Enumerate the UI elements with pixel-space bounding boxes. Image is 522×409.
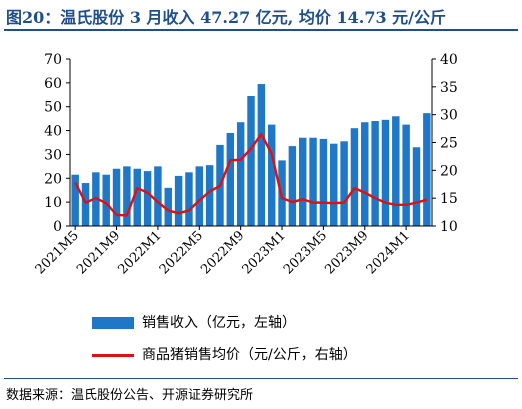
source-note: 数据来源：温氏股份公告、开源证券研究所 [6,388,254,403]
bar-2022M11 [257,84,266,226]
bar-2022M4 [185,172,193,226]
legend-label-bars: 销售收入（亿元，左轴） [142,315,296,331]
y-right-tick-label-30: 30 [440,108,458,124]
bar-2021M10 [123,166,131,226]
legend-swatch-line [92,353,134,357]
bar-2021M8 [102,174,110,226]
bar-2023M5 [319,138,328,226]
bar-2022M6 [205,165,214,226]
bar-2023M10 [371,121,379,226]
bar-2024M1 [402,124,410,226]
y-left-tick-label-50: 50 [44,100,62,116]
legend-item-bars: 销售收入（亿元，左轴） [92,312,296,332]
bar-2022M3 [174,175,183,226]
y-left-tick-label-0: 0 [53,219,62,235]
bar-2023M7 [340,141,348,226]
bar-2023M2 [288,146,297,226]
bar-2022M5 [195,166,204,226]
y-right-tick-label-10: 10 [440,219,458,235]
x-tick-label-2022M9: 2022M9 [198,228,247,277]
bar-2022M8 [226,132,235,226]
y-right-tick-label-25: 25 [440,136,458,152]
y-right-tick-label-40: 40 [440,52,458,68]
bar-2023M4 [309,137,317,226]
bar-2023M3 [298,137,307,226]
x-tick-label-2023M5: 2023M5 [281,228,330,277]
bar-2023M9 [361,122,369,226]
y-left-tick-label-30: 30 [44,147,62,163]
y-right-tick-label-35: 35 [440,80,458,96]
bar-2022M12 [267,124,276,226]
x-tick-label-2022M1: 2022M1 [115,228,164,277]
bar-2022M9 [236,122,245,226]
bar-2021M6 [81,183,90,226]
x-tick-label-2021M5: 2021M5 [33,228,82,277]
bar-2023M12 [392,116,400,226]
y-left-tick-label-70: 70 [44,52,62,68]
y-left-tick-label-40: 40 [44,124,62,140]
chart: 0 10 20 30 40 50 60 70 10 15 20 25 30 35 40 2021M52021M… [33,52,458,277]
bar-2024M3 [423,113,431,226]
y-right-tick-label-20: 20 [440,163,458,179]
y-left-tick-label-60: 60 [44,76,62,92]
x-tick-label-2024M1: 2024M1 [364,228,413,277]
x-tick-label-2023M9: 2023M9 [322,228,371,277]
y-left-tick-label-20: 20 [44,171,62,187]
x-tick-label-2021M9: 2021M9 [74,228,123,277]
price-line [74,132,428,217]
bottom-rule [4,378,518,379]
bar-2022M1 [154,166,162,226]
bar-2024M2 [412,147,421,226]
chart-title: 图20：温氏股份 3 月收入 47.27 亿元, 均价 14.73 元/公斤 [6,8,447,27]
bar-2023M8 [350,128,359,226]
legend-swatch-bars [92,317,134,329]
bar-2022M10 [247,95,255,226]
title-rule [4,29,518,31]
bar-2021M12 [143,171,152,226]
legend-item-line: 商品猪销售均价（元/公斤，右轴） [92,344,357,364]
bar-2021M5 [71,174,79,226]
y-right-tick-label-15: 15 [440,191,458,207]
y-left-tick-label-10: 10 [44,195,62,211]
bar-2021M9 [112,168,121,226]
bar-2023M6 [330,143,338,226]
legend-label-line: 商品猪销售均价（元/公斤，右轴） [142,347,357,363]
bar-2021M11 [133,168,141,226]
x-tick-label-2023M1: 2023M1 [240,228,289,277]
x-tick-label-2022M5: 2022M5 [157,228,206,277]
bar-2022M2 [164,187,172,226]
bar-2023M11 [381,119,390,226]
